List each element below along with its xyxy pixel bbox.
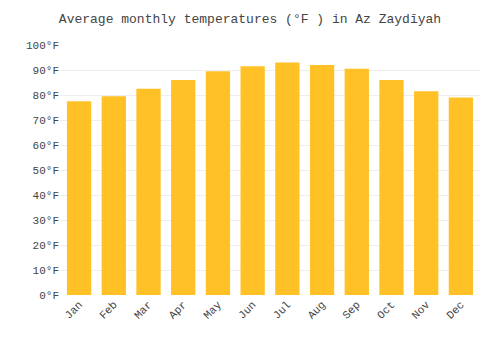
svg-text:Average monthly temperatures (: Average monthly temperatures (°F ) in Az… [59,12,441,27]
svg-text:May: May [201,299,224,322]
svg-text:60°F: 60°F [33,140,59,152]
svg-text:40°F: 40°F [33,190,59,202]
svg-text:80°F: 80°F [33,90,59,102]
svg-text:Dec: Dec [444,299,466,321]
svg-text:0°F: 0°F [39,290,59,302]
svg-text:10°F: 10°F [33,265,59,277]
svg-text:Jul: Jul [271,299,293,321]
svg-text:20°F: 20°F [33,240,59,252]
svg-text:Feb: Feb [97,299,119,321]
svg-text:Sep: Sep [340,299,362,321]
svg-text:50°F: 50°F [33,165,59,177]
svg-text:Oct: Oct [375,299,397,321]
svg-text:70°F: 70°F [33,115,59,127]
svg-text:Jan: Jan [63,299,85,321]
svg-text:30°F: 30°F [33,215,59,227]
svg-text:Mar: Mar [132,299,154,321]
svg-text:90°F: 90°F [33,65,59,77]
svg-text:Nov: Nov [410,299,433,322]
svg-text:Jun: Jun [236,299,258,321]
svg-text:Aug: Aug [306,299,328,321]
svg-text:Apr: Apr [167,299,189,321]
svg-text:100°F: 100°F [26,40,59,52]
